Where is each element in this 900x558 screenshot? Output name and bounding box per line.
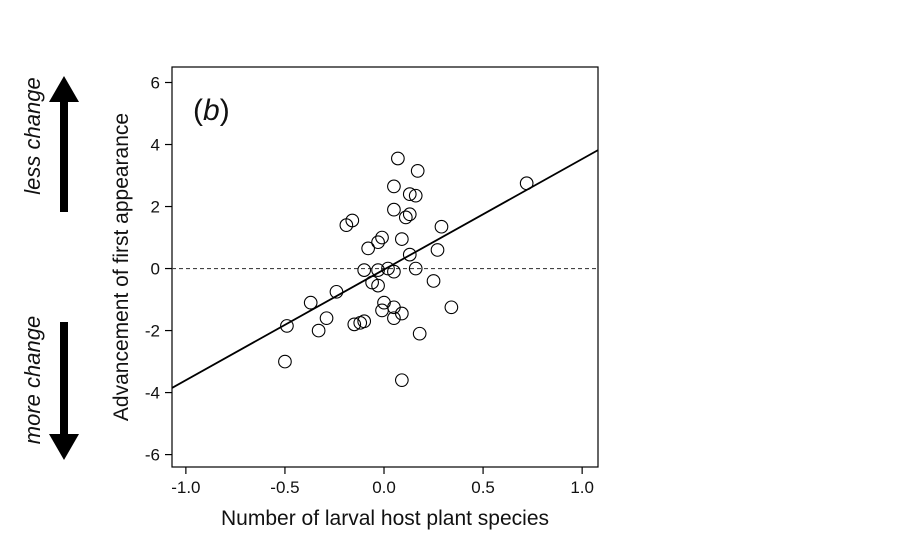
- more-change-arrow: [49, 322, 79, 460]
- data-point: [387, 179, 401, 194]
- data-point: [387, 311, 401, 326]
- y-tick-label: -2: [145, 322, 160, 341]
- panel-label: (b): [193, 94, 230, 127]
- data-point: [319, 311, 334, 326]
- data-point: [402, 207, 417, 222]
- y-tick-label: 6: [151, 74, 160, 93]
- x-axis-title: Number of larval host plant species: [221, 507, 549, 530]
- data-point: [371, 263, 385, 277]
- data-point: [375, 303, 389, 318]
- y-tick-label: 2: [151, 198, 160, 217]
- panel-label-close: ): [220, 94, 230, 127]
- y-tick-label: 0: [151, 260, 160, 279]
- x-tick-label: 0.0: [372, 478, 396, 497]
- panel-label-letter: b: [203, 94, 220, 127]
- less-change-arrow: [49, 76, 79, 212]
- y-tick-label: -4: [145, 384, 160, 403]
- data-point: [408, 261, 423, 276]
- data-point: [426, 274, 441, 288]
- data-point: [347, 317, 362, 332]
- panel-label-open: (: [193, 94, 203, 127]
- data-point: [412, 326, 427, 341]
- data-point: [377, 295, 391, 310]
- data-point: [398, 210, 413, 225]
- data-point: [410, 164, 425, 178]
- data-point: [434, 219, 449, 234]
- data-point: [329, 284, 344, 299]
- ticks: -1.0 -0.5 0.0 0.5 1.0 -6 -4 -2 0 2 4 6: [145, 74, 594, 497]
- data-point: [387, 202, 401, 217]
- x-tick-label: -0.5: [270, 478, 299, 497]
- data-point: [361, 241, 376, 256]
- less-change-label: less change: [20, 77, 45, 194]
- data-point: [394, 373, 409, 388]
- data-point: [394, 232, 409, 246]
- data-point: [357, 263, 372, 277]
- x-tick-label: 0.5: [471, 478, 495, 497]
- data-point: [402, 247, 417, 262]
- data-point: [278, 354, 292, 369]
- x-tick-label: 1.0: [570, 478, 594, 497]
- x-tick-label: -1.0: [171, 478, 200, 497]
- data-point: [430, 243, 445, 257]
- data-point: [339, 218, 354, 232]
- data-point: [311, 323, 326, 338]
- reference-lines: [171, 149, 599, 389]
- data-point: [519, 176, 534, 191]
- data-point: [408, 188, 423, 203]
- data-point: [371, 235, 385, 250]
- data-point: [387, 264, 401, 279]
- data-point: [391, 151, 405, 166]
- data-point: [375, 230, 389, 245]
- data-point: [353, 315, 368, 330]
- data-points: [278, 151, 534, 388]
- data-point: [394, 306, 409, 321]
- y-tick-label: -6: [145, 446, 160, 465]
- data-point: [371, 278, 385, 293]
- data-point: [402, 187, 417, 201]
- y-axis-title: Advancement of first appearance: [110, 113, 133, 421]
- y-tick-label: 4: [151, 136, 160, 155]
- plot-frame: [171, 66, 599, 468]
- data-point: [280, 319, 294, 333]
- more-change-label: more change: [20, 316, 45, 444]
- data-point: [303, 295, 318, 310]
- data-point: [444, 300, 459, 315]
